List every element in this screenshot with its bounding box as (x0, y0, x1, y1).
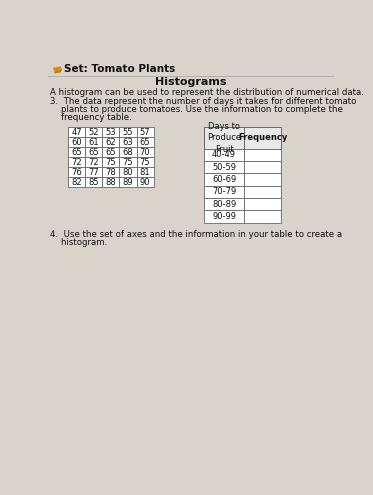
Text: Days to
Produce
Fruit: Days to Produce Fruit (207, 122, 241, 153)
Text: 53: 53 (106, 128, 116, 137)
Bar (103, 177, 119, 187)
Bar (68, 137, 85, 147)
Bar (103, 127, 119, 137)
Text: 40-49: 40-49 (212, 150, 236, 159)
Bar (68, 147, 85, 157)
Bar (103, 137, 119, 147)
Bar (244, 173, 282, 186)
Bar (244, 127, 282, 148)
Bar (85, 177, 103, 187)
Polygon shape (53, 66, 62, 72)
Bar (244, 198, 282, 210)
Bar (119, 177, 137, 187)
Text: 60: 60 (72, 138, 82, 147)
Bar (137, 147, 154, 157)
Text: 89: 89 (123, 178, 133, 187)
Bar (204, 161, 244, 173)
Text: Histograms: Histograms (155, 77, 226, 87)
Bar (119, 127, 137, 137)
Bar (137, 127, 154, 137)
Text: 77: 77 (88, 168, 99, 177)
Text: 65: 65 (140, 138, 150, 147)
Text: 63: 63 (123, 138, 134, 147)
Text: 80: 80 (123, 168, 133, 177)
Text: 61: 61 (89, 138, 99, 147)
Bar (204, 127, 244, 148)
Bar (68, 177, 85, 187)
Text: 72: 72 (72, 158, 82, 167)
Bar (85, 137, 103, 147)
Text: 75: 75 (106, 158, 116, 167)
Bar (85, 167, 103, 177)
Text: 62: 62 (106, 138, 116, 147)
Polygon shape (54, 69, 62, 73)
Text: 57: 57 (140, 128, 150, 137)
Text: 81: 81 (140, 168, 150, 177)
Bar (204, 198, 244, 210)
Text: 52: 52 (89, 128, 99, 137)
Text: 76: 76 (72, 168, 82, 177)
Text: 60-69: 60-69 (212, 175, 236, 184)
Text: 75: 75 (140, 158, 150, 167)
Bar (68, 167, 85, 177)
Text: 4.  Use the set of axes and the information in your table to create a: 4. Use the set of axes and the informati… (50, 230, 343, 240)
Text: histogram.: histogram. (50, 238, 108, 247)
Text: 70-79: 70-79 (212, 187, 236, 197)
Text: 88: 88 (106, 178, 116, 187)
Text: 82: 82 (72, 178, 82, 187)
Bar (68, 157, 85, 167)
Bar (204, 210, 244, 223)
Text: Set: Tomato Plants: Set: Tomato Plants (64, 64, 175, 74)
Text: 80-89: 80-89 (212, 199, 236, 209)
Text: 65: 65 (89, 148, 99, 157)
Bar (204, 186, 244, 198)
Text: plants to produce tomatoes. Use the information to complete the: plants to produce tomatoes. Use the info… (50, 105, 344, 114)
Text: 65: 65 (72, 148, 82, 157)
Bar (244, 161, 282, 173)
Text: 55: 55 (123, 128, 133, 137)
Text: 78: 78 (106, 168, 116, 177)
Bar (119, 147, 137, 157)
Bar (137, 137, 154, 147)
Text: 47: 47 (72, 128, 82, 137)
Bar (119, 137, 137, 147)
Bar (244, 186, 282, 198)
Text: 68: 68 (123, 148, 134, 157)
Bar (137, 157, 154, 167)
Text: A histogram can be used to represent the distribution of numerical data.: A histogram can be used to represent the… (50, 88, 364, 97)
Text: 3.  The data represent the number of days it takes for different tomato: 3. The data represent the number of days… (50, 97, 357, 106)
Bar (119, 167, 137, 177)
Text: 65: 65 (106, 148, 116, 157)
Bar (204, 148, 244, 161)
Bar (244, 148, 282, 161)
Text: 70: 70 (140, 148, 150, 157)
Bar (85, 157, 103, 167)
Bar (119, 157, 137, 167)
Text: 72: 72 (89, 158, 99, 167)
Bar (85, 147, 103, 157)
Text: frequency table.: frequency table. (50, 112, 132, 122)
Bar (103, 167, 119, 177)
Text: 90-99: 90-99 (212, 212, 236, 221)
Bar (137, 167, 154, 177)
Bar (204, 173, 244, 186)
Bar (137, 177, 154, 187)
Bar (103, 147, 119, 157)
Bar (103, 157, 119, 167)
Text: 50-59: 50-59 (212, 163, 236, 172)
Text: 75: 75 (123, 158, 133, 167)
Text: 90: 90 (140, 178, 150, 187)
Bar (85, 127, 103, 137)
Text: Frequency: Frequency (238, 134, 288, 143)
Bar (244, 210, 282, 223)
Bar (68, 127, 85, 137)
Text: 85: 85 (89, 178, 99, 187)
